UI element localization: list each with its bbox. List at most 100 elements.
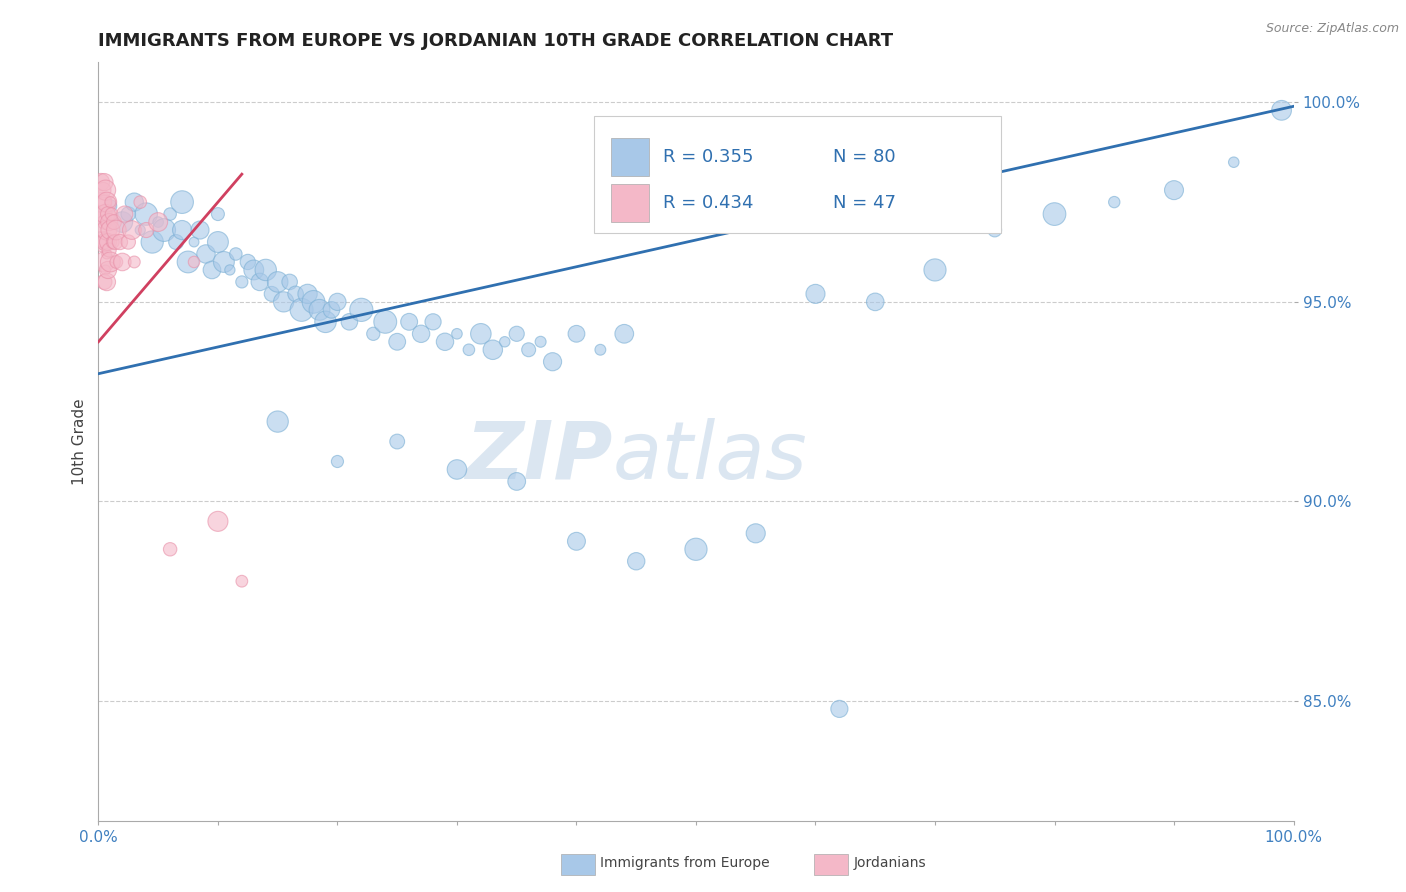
Point	[339, 315, 361, 329]
Point	[278, 275, 301, 289]
Point	[398, 315, 420, 329]
Point	[422, 315, 444, 329]
Point	[100, 207, 122, 221]
Point	[470, 326, 492, 341]
Point	[363, 326, 385, 341]
FancyBboxPatch shape	[612, 138, 650, 177]
Point	[326, 294, 349, 309]
Point	[98, 243, 121, 257]
Point	[506, 326, 529, 341]
Point	[565, 534, 588, 549]
Point	[93, 235, 115, 249]
Point	[117, 235, 139, 249]
Point	[117, 207, 139, 221]
Point	[254, 263, 277, 277]
Text: Jordanians: Jordanians	[853, 856, 927, 871]
Text: Source: ZipAtlas.com: Source: ZipAtlas.com	[1265, 22, 1399, 36]
Point	[121, 223, 143, 237]
Point	[207, 207, 229, 221]
Point	[1043, 207, 1066, 221]
Point	[148, 215, 170, 229]
Point	[104, 235, 127, 249]
Point	[124, 255, 146, 269]
Point	[297, 286, 319, 301]
Point	[506, 475, 529, 489]
Point	[924, 263, 946, 277]
Point	[231, 574, 253, 589]
Point	[94, 207, 117, 221]
Point	[91, 183, 114, 197]
Point	[267, 275, 290, 289]
Point	[94, 235, 117, 249]
Point	[267, 415, 290, 429]
Point	[350, 302, 373, 317]
Point	[308, 302, 330, 317]
Point	[260, 286, 283, 301]
Point	[1163, 183, 1185, 197]
Point	[172, 223, 194, 237]
Point	[804, 286, 827, 301]
Point	[494, 334, 516, 349]
Point	[434, 334, 457, 349]
Point	[685, 542, 707, 557]
Point	[165, 235, 187, 249]
Point	[411, 326, 433, 341]
Point	[135, 223, 157, 237]
Point	[93, 195, 115, 210]
Point	[129, 223, 152, 237]
Point	[98, 195, 122, 210]
Point	[94, 183, 117, 197]
Point	[207, 235, 229, 249]
Point	[91, 215, 114, 229]
Point	[458, 343, 481, 357]
Point	[91, 195, 114, 210]
Point	[183, 235, 205, 249]
Point	[1223, 155, 1246, 169]
Point	[177, 255, 200, 269]
Text: R = 0.355: R = 0.355	[662, 148, 754, 166]
Point	[225, 247, 247, 261]
FancyBboxPatch shape	[595, 115, 1001, 233]
FancyBboxPatch shape	[612, 184, 650, 221]
Point	[111, 215, 134, 229]
Y-axis label: 10th Grade: 10th Grade	[72, 398, 87, 485]
Point	[201, 263, 224, 277]
Point	[159, 542, 181, 557]
Point	[249, 275, 271, 289]
Text: atlas: atlas	[613, 417, 807, 496]
Point	[105, 255, 128, 269]
Point	[172, 195, 194, 210]
Point	[236, 255, 259, 269]
Point	[148, 215, 170, 229]
Point	[96, 223, 118, 237]
Point	[98, 199, 122, 213]
Point	[93, 275, 115, 289]
Point	[541, 355, 564, 369]
Point	[97, 235, 120, 249]
Point	[105, 223, 128, 237]
Point	[828, 702, 851, 716]
Point	[1271, 103, 1294, 118]
Point	[212, 255, 235, 269]
Point	[97, 207, 120, 221]
Point	[745, 526, 768, 541]
Point	[94, 263, 117, 277]
Point	[183, 255, 205, 269]
Point	[315, 315, 337, 329]
Point	[141, 235, 163, 249]
Point	[243, 263, 266, 277]
Point	[124, 195, 146, 210]
Text: Immigrants from Europe: Immigrants from Europe	[600, 856, 770, 871]
Point	[96, 247, 118, 261]
Point	[385, 434, 409, 449]
Point	[91, 235, 114, 249]
Point	[93, 255, 115, 269]
Text: R = 0.434: R = 0.434	[662, 194, 754, 211]
Point	[1104, 195, 1126, 210]
Point	[326, 454, 349, 468]
Point	[93, 215, 115, 229]
Point	[103, 215, 125, 229]
Point	[101, 235, 124, 249]
Point	[613, 326, 636, 341]
Point	[481, 343, 505, 357]
